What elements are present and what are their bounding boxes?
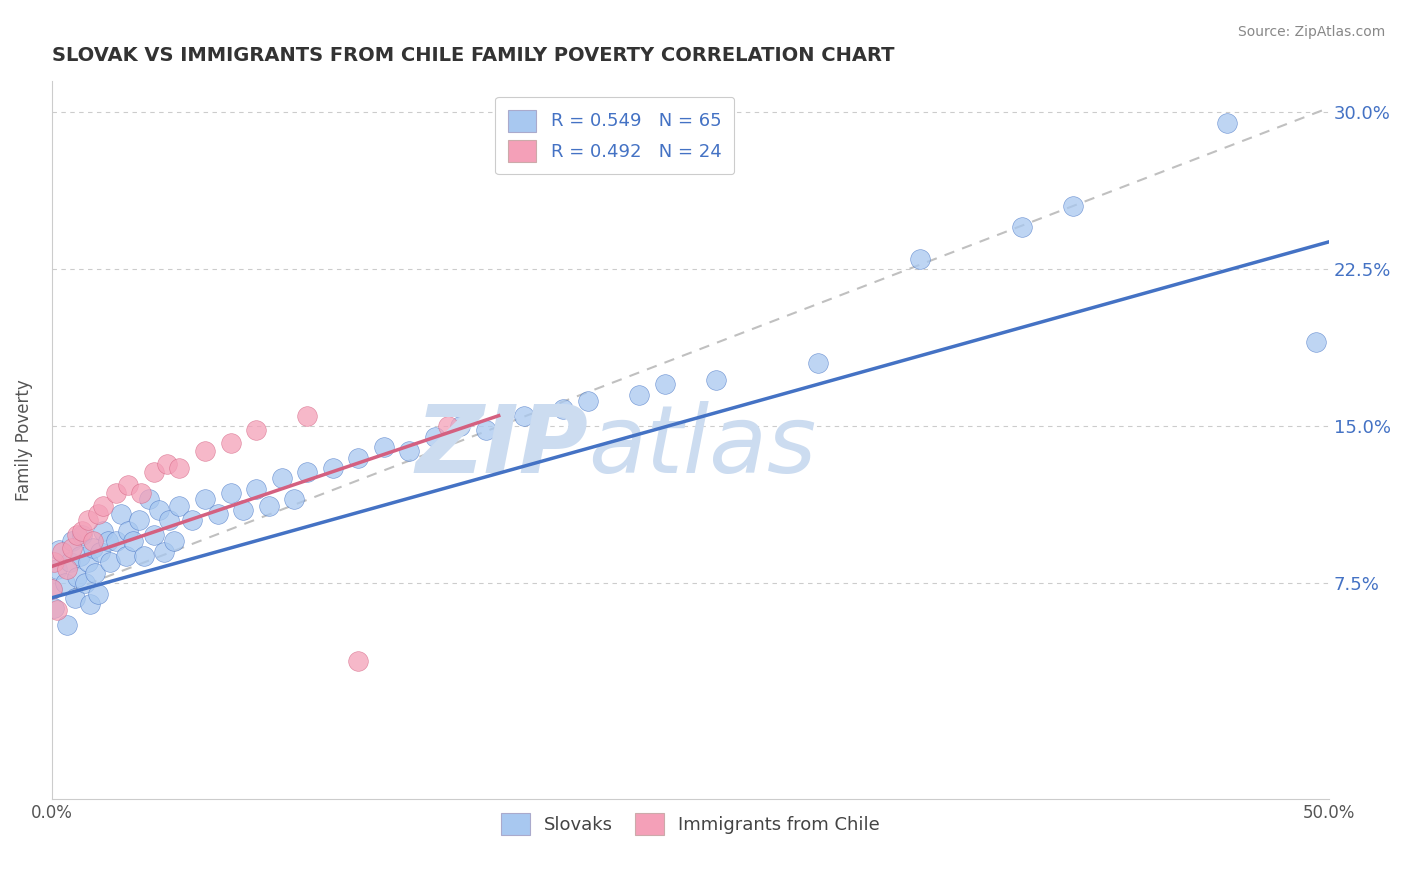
Point xyxy=(169,461,191,475)
Point xyxy=(84,566,107,580)
Point xyxy=(129,486,152,500)
Legend: Slovaks, Immigrants from Chile: Slovaks, Immigrants from Chile xyxy=(492,804,889,844)
Point xyxy=(104,486,127,500)
Point xyxy=(1305,335,1327,350)
Point xyxy=(322,461,344,475)
Point xyxy=(82,541,104,555)
Point xyxy=(576,394,599,409)
Point xyxy=(423,429,446,443)
Point xyxy=(169,499,191,513)
Point xyxy=(79,597,101,611)
Point xyxy=(704,373,727,387)
Point xyxy=(56,561,79,575)
Point xyxy=(53,576,76,591)
Point xyxy=(114,549,136,563)
Point xyxy=(59,555,82,569)
Point xyxy=(97,534,120,549)
Point xyxy=(76,513,98,527)
Point xyxy=(654,377,676,392)
Point xyxy=(44,601,66,615)
Point xyxy=(347,450,370,465)
Point xyxy=(1011,220,1033,235)
Point xyxy=(908,252,931,266)
Point xyxy=(232,503,254,517)
Point xyxy=(283,492,305,507)
Point xyxy=(45,603,67,617)
Point xyxy=(100,555,122,569)
Point xyxy=(87,587,110,601)
Point xyxy=(69,549,91,563)
Point xyxy=(91,499,114,513)
Point xyxy=(73,576,96,591)
Point xyxy=(398,444,420,458)
Point xyxy=(110,507,132,521)
Point xyxy=(295,409,318,423)
Point xyxy=(104,534,127,549)
Point xyxy=(41,582,63,597)
Point xyxy=(142,528,165,542)
Point xyxy=(551,402,574,417)
Point xyxy=(148,503,170,517)
Point xyxy=(82,534,104,549)
Point xyxy=(1215,115,1237,129)
Point xyxy=(56,618,79,632)
Text: atlas: atlas xyxy=(588,401,817,492)
Point xyxy=(41,582,63,597)
Point xyxy=(138,492,160,507)
Point xyxy=(117,477,139,491)
Point xyxy=(44,555,66,569)
Point xyxy=(628,388,651,402)
Point xyxy=(1062,199,1084,213)
Point xyxy=(45,561,67,575)
Point xyxy=(194,444,217,458)
Point xyxy=(87,507,110,521)
Point xyxy=(76,555,98,569)
Point xyxy=(436,419,458,434)
Text: SLOVAK VS IMMIGRANTS FROM CHILE FAMILY POVERTY CORRELATION CHART: SLOVAK VS IMMIGRANTS FROM CHILE FAMILY P… xyxy=(52,46,894,65)
Point xyxy=(156,457,179,471)
Point xyxy=(128,513,150,527)
Point xyxy=(295,465,318,479)
Point xyxy=(245,423,267,437)
Point xyxy=(122,534,145,549)
Point xyxy=(72,528,94,542)
Text: Source: ZipAtlas.com: Source: ZipAtlas.com xyxy=(1237,25,1385,39)
Point xyxy=(373,440,395,454)
Point xyxy=(181,513,204,527)
Point xyxy=(89,545,111,559)
Point xyxy=(163,534,186,549)
Point xyxy=(66,528,89,542)
Point xyxy=(807,356,830,370)
Point xyxy=(117,524,139,538)
Point xyxy=(66,570,89,584)
Point xyxy=(63,591,86,605)
Point xyxy=(207,507,229,521)
Point xyxy=(347,654,370,668)
Point xyxy=(513,409,536,423)
Point xyxy=(60,534,83,549)
Point xyxy=(153,545,176,559)
Point xyxy=(157,513,180,527)
Point xyxy=(142,465,165,479)
Point xyxy=(257,499,280,513)
Point xyxy=(60,541,83,555)
Point xyxy=(270,471,292,485)
Point xyxy=(51,545,73,559)
Y-axis label: Family Poverty: Family Poverty xyxy=(15,379,32,500)
Point xyxy=(245,482,267,496)
Point xyxy=(449,419,471,434)
Text: ZIP: ZIP xyxy=(415,401,588,493)
Point xyxy=(132,549,155,563)
Point xyxy=(91,524,114,538)
Point xyxy=(475,423,498,437)
Point xyxy=(48,542,70,557)
Point xyxy=(72,524,94,538)
Point xyxy=(219,486,242,500)
Point xyxy=(194,492,217,507)
Point xyxy=(219,436,242,450)
